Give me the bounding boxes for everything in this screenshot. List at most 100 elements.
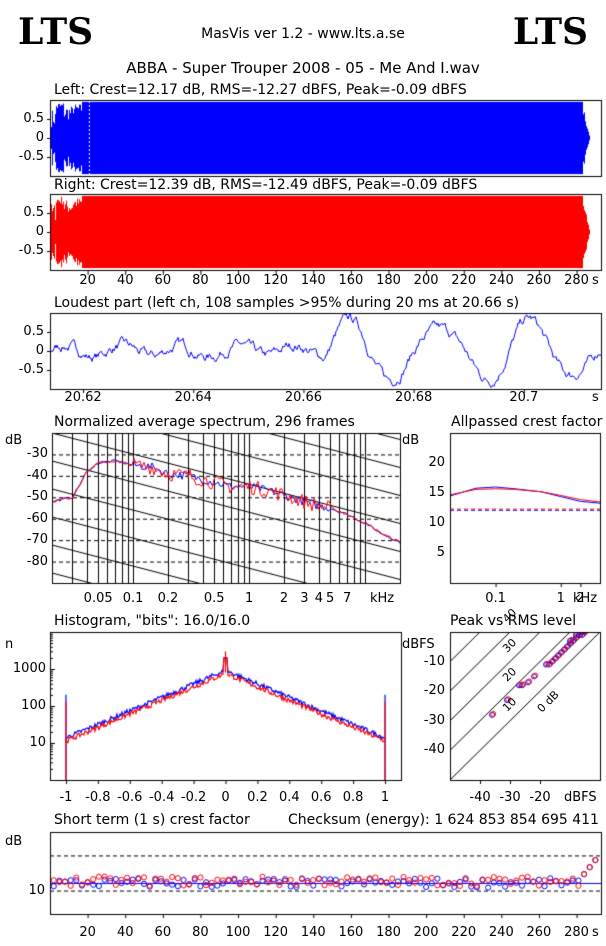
- histogram-xtick: -1: [59, 790, 73, 805]
- loudest-xtick: 20.7: [509, 390, 539, 405]
- allpass-xtick: 1: [556, 591, 565, 606]
- loudest-ytick: -0.5: [18, 362, 44, 377]
- spectrum-ytick: -40: [26, 467, 48, 483]
- spectrum-xtick: 4: [314, 591, 324, 606]
- right-xtick: 280: [564, 273, 589, 288]
- logo-right: LTS: [512, 11, 588, 53]
- app-title: MasVis ver 1.2 - www.lts.a.se: [201, 26, 405, 42]
- right-xtick: 20: [79, 273, 96, 288]
- spectrum-xtick: 3: [300, 591, 309, 606]
- shortcrest-xtick: 20: [79, 925, 96, 940]
- right-xtick: 200: [413, 273, 439, 288]
- histogram-xtick: 0: [221, 790, 230, 805]
- shortcrest-title: Short term (1 s) crest factor: [54, 812, 250, 828]
- shortcrest-xtick: 200: [413, 925, 439, 940]
- logo-left: LTS: [18, 11, 94, 53]
- right-xtick: 220: [451, 273, 477, 288]
- histogram-title: Histogram, "bits": 16.0/16.0: [54, 613, 251, 629]
- left-ytick: 0: [35, 130, 44, 145]
- shortcrest-xunit: s: [592, 925, 599, 940]
- peakrms-ytick: -20: [423, 683, 445, 699]
- loudest-ytick: 0.5: [23, 324, 44, 339]
- left-ytick: 0.5: [23, 111, 44, 126]
- spectrum-title: Normalized average spectrum, 296 frames: [54, 414, 355, 430]
- histogram-ytick: 1000: [12, 661, 46, 676]
- shortcrest-xtick: 120: [263, 925, 289, 940]
- loudest-xtick: 20.62: [64, 390, 102, 405]
- shortcrest-xtick: 40: [116, 925, 134, 940]
- histogram-xtick: 1: [380, 790, 390, 805]
- spectrum-ytick: -80: [26, 553, 48, 569]
- allpass-ytick: 10: [428, 515, 445, 530]
- peakrms-ytick: -40: [423, 742, 445, 758]
- allpass-title: Allpassed crest factor: [451, 414, 603, 430]
- right-xtick: 240: [488, 273, 514, 288]
- loudest-xtick: 20.68: [395, 390, 433, 405]
- allpass-ytick: 5: [436, 545, 445, 560]
- right-title: Right: Crest=12.39 dB, RMS=-12.49 dBFS, …: [54, 177, 478, 193]
- spectrum-xtick: 0.2: [157, 591, 179, 606]
- right-ytick: 0: [35, 224, 44, 239]
- right-xtick: 140: [300, 273, 326, 288]
- peakrms-xtick: -30: [499, 790, 521, 805]
- histogram-xtick: 0.8: [342, 790, 364, 805]
- spectrum-xtick: 5: [326, 591, 335, 606]
- file-title: ABBA - Super Trouper 2008 - 05 - Me And …: [126, 59, 480, 77]
- histogram-ytick: 100: [21, 698, 46, 713]
- spectrum-xunit: kHz: [370, 591, 395, 606]
- allpass-ytick: 20: [428, 455, 445, 470]
- loudest-xtick: 20.64: [174, 390, 212, 405]
- histogram-xtick: -0.2: [180, 790, 207, 805]
- histogram-xtick: 0.2: [247, 790, 268, 805]
- right-xtick: 160: [338, 273, 364, 288]
- shortcrest-xtick: 240: [488, 925, 514, 940]
- spectrum-xtick: 1: [244, 591, 254, 606]
- histogram-xtick: 0.4: [278, 790, 300, 805]
- left-title: Left: Crest=12.17 dB, RMS=-12.27 dBFS, P…: [54, 82, 467, 98]
- allpass-ylabel: dB: [402, 433, 420, 448]
- histogram-ytick: 10: [29, 735, 46, 750]
- left-ytick: -0.5: [18, 149, 44, 164]
- loudest-xunit: s: [592, 390, 599, 405]
- peakrms-ylabel: dBFS: [402, 637, 435, 652]
- checksum: Checksum (energy): 1 624 853 854 695 411: [288, 812, 599, 828]
- peakrms-xtick: -20: [529, 790, 551, 805]
- histogram-xtick: -0.4: [148, 790, 175, 805]
- peakrms-ytick: -30: [423, 712, 445, 728]
- shortcrest-xtick: 140: [300, 925, 326, 940]
- shortcrest-ytick: 10: [28, 882, 45, 898]
- loudest-xtick: 20.66: [284, 390, 323, 405]
- spectrum-ylabel: dB: [5, 433, 23, 448]
- spectrum-xtick: 2: [279, 591, 289, 606]
- spectrum-ytick: -60: [26, 510, 48, 526]
- right-xtick: 100: [225, 273, 251, 288]
- spectrum-xtick: 0.05: [83, 591, 113, 606]
- right-xtick: 260: [526, 273, 552, 288]
- right-xtick: 180: [376, 273, 401, 288]
- loudest-ytick: 0: [35, 343, 44, 358]
- loudest-title: Loudest part (left ch, 108 samples >95% …: [54, 295, 520, 311]
- peakrms-ytick: -10: [423, 653, 445, 669]
- histogram-xtick: 0.6: [310, 790, 332, 805]
- shortcrest-xtick: 100: [225, 925, 251, 940]
- shortcrest-xtick: 180: [376, 925, 401, 940]
- spectrum-ytick: -70: [26, 532, 48, 548]
- shortcrest-xtick: 160: [338, 925, 364, 940]
- shortcrest-xtick: 60: [154, 925, 172, 940]
- peakrms-xtick: -40: [469, 790, 491, 805]
- spectrum-xtick: 0.1: [122, 591, 144, 606]
- right-xtick: 60: [154, 273, 172, 288]
- spectrum-ytick: -30: [26, 446, 48, 462]
- peakrms-title: Peak vs RMS level: [450, 613, 577, 629]
- histogram-xtick: -0.8: [85, 790, 111, 805]
- right-xtick: 80: [192, 273, 209, 288]
- shortcrest-xtick: 260: [526, 925, 552, 940]
- histogram-ylabel: n: [5, 637, 14, 652]
- spectrum-xtick: 0.5: [203, 591, 225, 606]
- spectrum-ytick: -50: [26, 489, 48, 505]
- spectrum-xtick: 7: [342, 591, 352, 606]
- shortcrest-xtick: 80: [192, 925, 209, 940]
- right-xtick: 120: [263, 273, 289, 288]
- right-ytick: 0.5: [23, 205, 44, 220]
